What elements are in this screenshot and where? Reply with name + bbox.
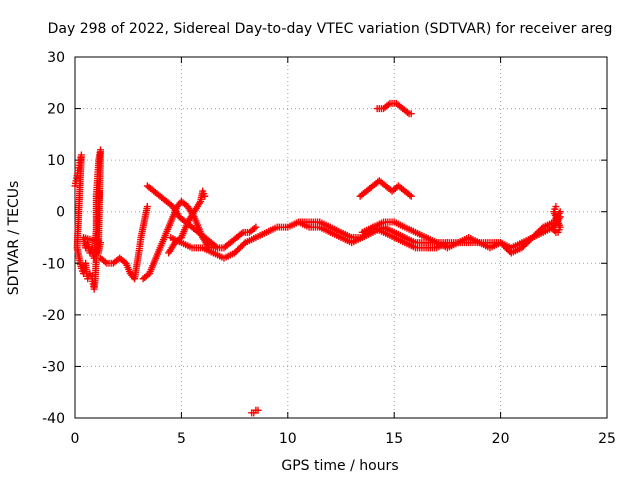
data-point: [240, 240, 248, 248]
data-point: [252, 223, 260, 231]
y-tick-label: -10: [42, 256, 65, 272]
data-points: [71, 99, 564, 417]
data-point: [254, 406, 262, 414]
data-point: [101, 258, 109, 266]
y-tick-label: -30: [42, 359, 65, 375]
data-point: [406, 191, 414, 199]
data-point: [384, 101, 392, 109]
x-tick-label: 0: [71, 431, 80, 447]
y-tick-label: 0: [56, 205, 65, 221]
data-point: [212, 243, 220, 251]
data-point: [404, 108, 411, 116]
x-tick-label: 15: [385, 431, 403, 447]
axis-ticks: 0 5 10 15 20 25 -40 -30 -20 -10 0 10 20 30: [42, 50, 616, 447]
data-point: [407, 192, 415, 200]
data-point: [250, 224, 258, 232]
series-end: [548, 203, 564, 236]
series-arc-D: [165, 187, 209, 257]
x-tick-label: 20: [492, 431, 510, 447]
data-point: [556, 208, 564, 216]
series-arc-I: [373, 99, 415, 118]
x-tick-label: 5: [177, 431, 186, 447]
series-arc-G: [358, 223, 451, 252]
series-arc-A: [97, 203, 151, 283]
data-point: [443, 239, 451, 247]
y-tick-label: -40: [42, 411, 65, 427]
y-tick-label: 10: [47, 153, 65, 169]
data-point: [238, 230, 246, 238]
data-point: [95, 187, 103, 195]
y-axis-label: SDTVAR / TECUs: [6, 181, 22, 296]
chart-title: Day 298 of 2022, Sidereal Day-to-day VTE…: [48, 21, 613, 37]
data-point: [407, 110, 415, 118]
data-point: [538, 225, 546, 233]
data-point: [552, 203, 560, 211]
series-arc-H: [356, 177, 415, 200]
y-tick-label: 30: [47, 50, 65, 66]
data-point: [143, 203, 151, 211]
series-outlier: [248, 406, 262, 417]
data-point: [201, 192, 209, 200]
y-tick-label: -20: [42, 308, 65, 324]
y-tick-label: 20: [47, 102, 65, 118]
x-axis-label: GPS time / hours: [281, 458, 398, 474]
x-tick-label: 10: [279, 431, 297, 447]
series-early-spikes: [71, 146, 105, 293]
series-arc-F: [294, 208, 564, 257]
x-tick-label: 25: [598, 431, 616, 447]
